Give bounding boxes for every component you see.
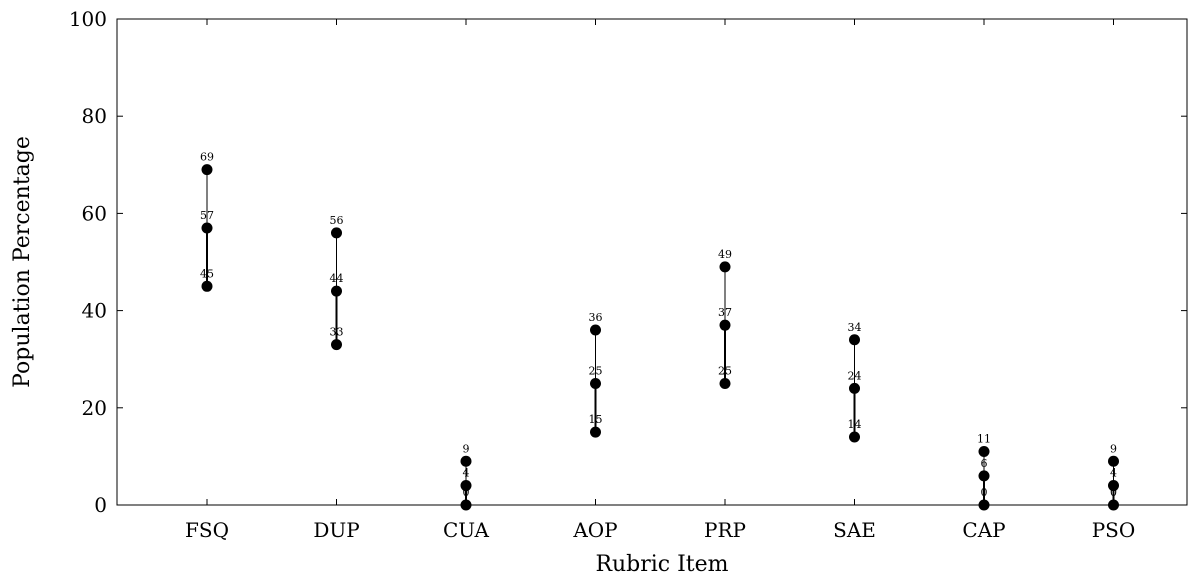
data-label-high: 34	[848, 321, 862, 334]
data-point-mid	[1108, 480, 1119, 492]
data-label-mid: 6	[981, 457, 988, 470]
data-point-high	[201, 164, 213, 176]
data-label-mid: 4	[1110, 467, 1117, 480]
x-tick-label: SAE	[833, 518, 876, 542]
data-point-high	[978, 446, 990, 458]
y-axis-title: Population Percentage	[10, 136, 35, 388]
data-point-low	[590, 426, 601, 438]
x-tick-label: PRP	[704, 518, 746, 542]
data-label-low: 0	[1110, 486, 1117, 499]
plot-frame	[116, 18, 1188, 506]
y-tick-label: 80	[82, 104, 107, 128]
data-label-high: 49	[718, 248, 732, 261]
data-label-high: 11	[977, 433, 991, 446]
data-point-high	[590, 324, 601, 336]
data-point-mid	[849, 382, 860, 394]
data-label-low: 14	[848, 418, 862, 431]
data-label-mid: 4	[463, 467, 470, 480]
data-label-low: 0	[463, 486, 470, 499]
y-tick-label: 40	[82, 299, 107, 323]
data-label-low: 33	[330, 326, 344, 339]
data-point-mid	[978, 470, 990, 482]
x-tick-label: AOP	[572, 518, 617, 542]
y-tick-label: 20	[82, 396, 107, 420]
data-point-low	[201, 280, 213, 292]
data-point-high	[849, 334, 860, 346]
data-label-mid: 37	[718, 306, 732, 319]
data-label-mid: 24	[848, 369, 862, 382]
data-label-low: 25	[718, 365, 732, 378]
y-tick-label: 0	[94, 493, 107, 517]
data-label-low: 0	[981, 486, 988, 499]
data-label-high: 36	[589, 311, 603, 324]
data-point-high	[460, 455, 472, 467]
data-point-mid	[590, 378, 601, 389]
data-label-high: 69	[200, 151, 214, 164]
data-point-high	[1108, 455, 1119, 467]
data-label-low: 15	[589, 413, 603, 426]
x-tick-label: PSO	[1092, 518, 1136, 542]
data-point-mid	[201, 222, 213, 234]
data-label-mid: 25	[589, 365, 603, 378]
x-tick-label: CUA	[443, 518, 490, 542]
x-axis-title: Rubric Item	[595, 552, 728, 577]
data-label-mid: 57	[200, 209, 214, 222]
data-point-low	[719, 378, 731, 389]
data-label-high: 9	[1110, 442, 1117, 455]
data-label-high: 56	[330, 214, 344, 227]
data-point-mid	[460, 480, 472, 492]
data-label-mid: 44	[330, 272, 344, 285]
data-label-high: 9	[463, 442, 470, 455]
data-label-low: 45	[200, 267, 214, 280]
data-point-high	[719, 261, 731, 273]
x-tick-label: FSQ	[185, 518, 229, 542]
data-point-mid	[331, 285, 342, 297]
y-tick-label: 60	[82, 201, 107, 225]
y-tick-label: 100	[69, 7, 107, 31]
data-point-low	[849, 431, 860, 443]
data-point-low	[331, 339, 342, 351]
x-tick-label: CAP	[962, 518, 1005, 542]
data-point-mid	[719, 319, 731, 331]
x-tick-label: DUP	[313, 518, 359, 542]
data-point-high	[331, 227, 342, 239]
